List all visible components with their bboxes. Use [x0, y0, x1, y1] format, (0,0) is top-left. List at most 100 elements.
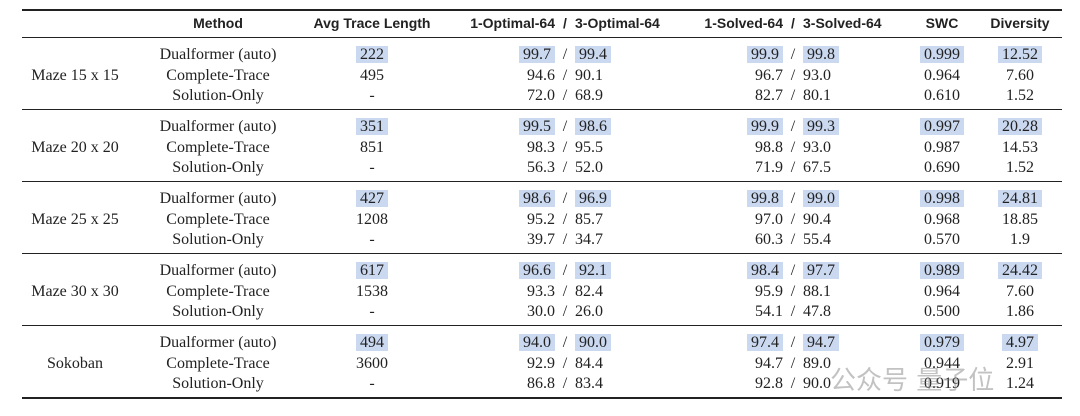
value: 0.968	[924, 211, 960, 228]
value: 94.7	[755, 355, 783, 372]
solved-cell: 92.8 / 90.0	[683, 374, 903, 394]
trace-cell: -	[369, 230, 374, 250]
separator: /	[790, 159, 796, 176]
solved-cell: 94.7 / 89.0	[683, 354, 903, 374]
solved-cell-first: 82.7	[683, 86, 783, 106]
value: 26.0	[575, 303, 603, 320]
separator: /	[562, 139, 568, 156]
optimal-cell-second: 98.6	[575, 117, 675, 137]
value: 39.7	[527, 231, 555, 248]
trace-cell: -	[369, 86, 374, 106]
solved-cell-first: 54.1	[683, 302, 783, 322]
group-label: Maze 20 x 20	[31, 139, 119, 156]
value: 99.8	[803, 46, 839, 63]
solved-cell: 97.0 / 90.4	[683, 210, 903, 230]
swc-cell: 0.979	[920, 333, 964, 353]
value: -	[369, 375, 375, 392]
value: 84.4	[575, 355, 603, 372]
value: -	[369, 159, 375, 176]
header-swc: SWC	[925, 15, 959, 31]
method: Dualformer (auto)	[159, 118, 277, 135]
separator: /	[562, 118, 568, 135]
solved-cell: 98.4 / 97.7	[683, 261, 903, 281]
optimal-cell: 72.0 / 68.9	[455, 86, 675, 106]
value: 47.8	[803, 303, 831, 320]
value: 98.8	[755, 139, 783, 156]
diversity-cell: 1.24	[1006, 374, 1034, 394]
value: 0.944	[924, 355, 960, 372]
optimal-cell-second: 90.0	[575, 333, 675, 353]
separator: /	[790, 375, 796, 392]
separator: /	[790, 139, 796, 156]
optimal-cell-second: 90.1	[575, 66, 675, 86]
optimal-cell-first: 93.3	[455, 282, 555, 302]
value: 98.4	[747, 262, 783, 279]
group-rule	[22, 181, 1062, 182]
method: Dualformer (auto)	[159, 190, 277, 207]
trace-cell: -	[369, 374, 374, 394]
value: 83.4	[575, 375, 603, 392]
optimal-cell: 92.9 / 84.4	[455, 354, 675, 374]
value: -	[369, 231, 375, 248]
value: 0.964	[924, 283, 960, 300]
optimal-cell: 56.3 / 52.0	[455, 158, 675, 178]
value: 20.28	[998, 118, 1042, 135]
diversity-cell: 24.42	[998, 261, 1042, 281]
value: 71.9	[755, 159, 783, 176]
group-rule	[22, 109, 1062, 110]
value: 24.81	[998, 190, 1042, 207]
optimal-cell-second: 99.4	[575, 45, 675, 65]
diversity-cell: 7.60	[1006, 66, 1034, 86]
separator: /	[790, 190, 796, 207]
separator: /	[562, 159, 568, 176]
diversity-cell: 1.52	[1006, 158, 1034, 178]
value: -	[369, 303, 375, 320]
solved-cell-first: 71.9	[683, 158, 783, 178]
value: 97.0	[755, 211, 783, 228]
optimal-cell: 95.2 / 85.7	[455, 210, 675, 230]
header-rule	[22, 37, 1062, 38]
optimal-cell: 99.5 / 98.6	[455, 117, 675, 137]
trace-cell: 1538	[356, 282, 388, 302]
value: 55.4	[803, 231, 831, 248]
trace-cell: 495	[360, 66, 384, 86]
optimal-cell: 94.0 / 90.0	[455, 333, 675, 353]
solved-cell-first: 99.8	[683, 189, 783, 209]
value: 97.7	[803, 262, 839, 279]
optimal-cell: 39.7 / 34.7	[455, 230, 675, 250]
optimal-cell-first: 72.0	[455, 86, 555, 106]
method: Complete-Trace	[166, 67, 270, 84]
separator: /	[790, 118, 796, 135]
optimal-cell: 98.3 / 95.5	[455, 138, 675, 158]
value: 98.3	[527, 139, 555, 156]
group-rule	[22, 253, 1062, 254]
value: 3600	[356, 355, 388, 372]
separator: /	[790, 303, 796, 320]
value: 82.4	[575, 283, 603, 300]
optimal-cell-second: 85.7	[575, 210, 675, 230]
value: 0.964	[924, 67, 960, 84]
value: 96.6	[519, 262, 555, 279]
solved-cell: 99.9 / 99.8	[683, 45, 903, 65]
separator: /	[791, 15, 795, 31]
optimal-cell: 99.7 / 99.4	[455, 45, 675, 65]
value: 52.0	[575, 159, 603, 176]
separator: /	[562, 262, 568, 279]
separator: /	[790, 334, 796, 351]
diversity-cell: 24.81	[998, 189, 1042, 209]
solved-cell-second: 93.0	[803, 66, 903, 86]
value: 90.4	[803, 211, 831, 228]
value: 30.0	[527, 303, 555, 320]
separator: /	[562, 355, 568, 372]
optimal-cell: 30.0 / 26.0	[455, 302, 675, 322]
method: Solution-Only	[172, 87, 264, 104]
method: Solution-Only	[172, 231, 264, 248]
solved-cell-first: 97.0	[683, 210, 783, 230]
method: Complete-Trace	[166, 139, 270, 156]
optimal-cell-first: 96.6	[455, 261, 555, 281]
optimal-cell-first: 98.6	[455, 189, 555, 209]
separator: /	[562, 67, 568, 84]
optimal-cell-first: 94.6	[455, 66, 555, 86]
value: 14.53	[1002, 139, 1038, 156]
optimal-cell-second: 26.0	[575, 302, 675, 322]
